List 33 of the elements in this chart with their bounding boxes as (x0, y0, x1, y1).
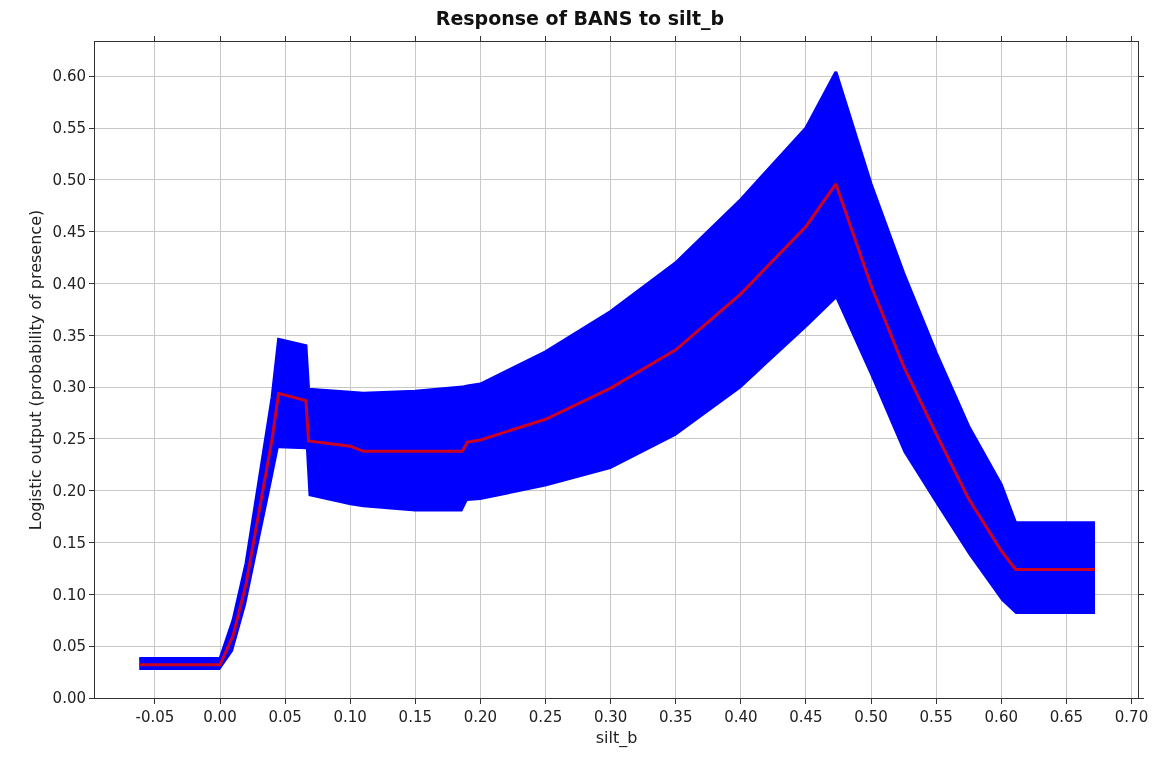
y-tick-label: 0.50 (52, 171, 86, 190)
x-tick-label: 0.10 (333, 708, 367, 726)
y-tick-label: 0.05 (52, 637, 86, 656)
y-tick-label: 0.35 (52, 326, 86, 345)
x-tick-label: 0.25 (528, 708, 563, 726)
y-tick-label: 0.45 (52, 222, 86, 241)
x-tick-label: 0.05 (268, 708, 302, 726)
y-tick-label: 0.25 (52, 430, 86, 449)
x-tick-label: 0.20 (463, 708, 498, 726)
y-tick-label: 0.40 (52, 274, 86, 293)
y-tick-label: 0.60 (52, 67, 86, 86)
chart-title: Response of BANS to silt_b (435, 6, 725, 30)
x-tick-label: 0.00 (203, 708, 237, 726)
x-axis-title: silt_b (595, 727, 638, 748)
x-tick-label: 0.50 (854, 708, 888, 726)
x-tick-label: 0.65 (1049, 708, 1084, 726)
x-tick-label: 0.45 (789, 708, 823, 726)
line-series (137, 182, 1097, 667)
x-tick-label: 0.15 (398, 708, 433, 726)
y-tick-label: 0.00 (52, 689, 86, 708)
y-tick-label: 0.15 (52, 533, 86, 552)
x-tick-label: 0.30 (593, 708, 628, 726)
y-tick-label: 0.30 (52, 378, 86, 397)
y-axis-title: Logistic output (probability of presence) (26, 209, 46, 531)
y-tick-label: 0.20 (52, 481, 86, 500)
x-tick-label: 0.40 (724, 708, 758, 726)
x-tick-label: 0.70 (1114, 708, 1149, 726)
x-tick-label: 0.35 (659, 708, 693, 726)
x-tick-label: -0.05 (135, 708, 175, 726)
x-tick-label: 0.55 (919, 708, 953, 726)
y-tick-label: 0.10 (52, 585, 86, 604)
y-tick-label: 0.55 (52, 119, 86, 138)
x-tick-label: 0.60 (984, 708, 1018, 726)
